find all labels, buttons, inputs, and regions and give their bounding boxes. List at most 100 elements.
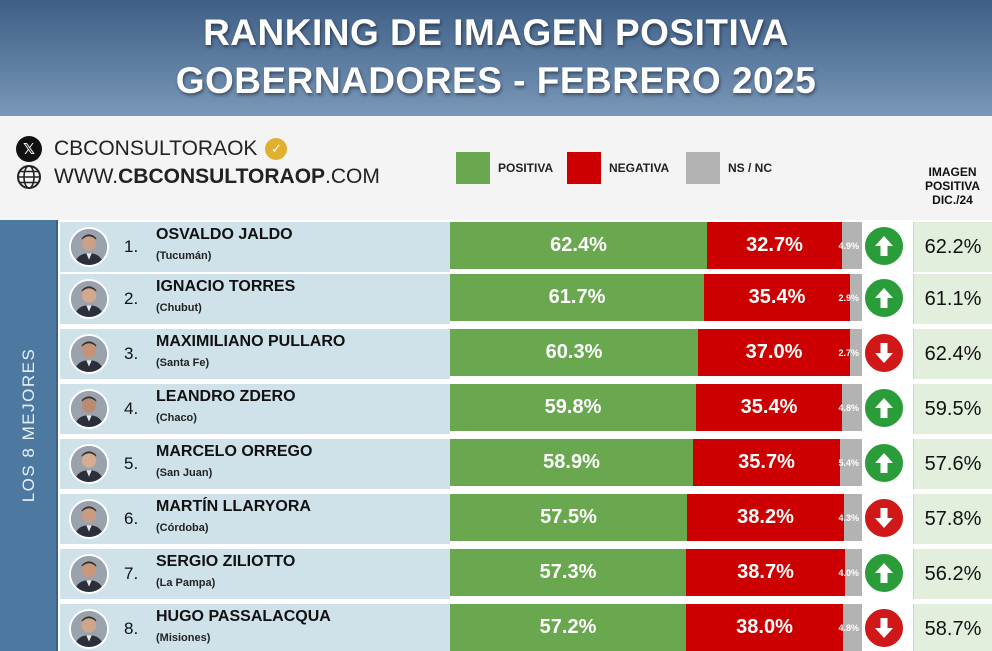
avatar xyxy=(69,334,109,374)
ranking-sidebar: LOS 8 MEJORES xyxy=(0,220,58,651)
bar-positiva: 61.7% xyxy=(450,274,704,321)
website-link[interactable]: WWW.CBCONSULTORAOP.COM xyxy=(54,165,380,188)
x-handle: CBCONSULTORAOK xyxy=(54,137,258,160)
bar-nsnc: 5.4% xyxy=(838,439,862,486)
rank-number: 1. xyxy=(124,237,139,256)
avatar xyxy=(69,279,109,319)
bar-label-nsnc: 5.4% xyxy=(838,457,859,468)
bar-label-negativa: 38.7% xyxy=(737,561,794,583)
previous-value: 56.2% xyxy=(913,549,992,599)
bar-negativa: 35.4% xyxy=(696,384,842,431)
previous-value: 62.2% xyxy=(913,222,992,272)
bar-positiva: 57.2% xyxy=(450,604,686,651)
table-row: 6. MARTÍN LLARYORA (Córdoba) 57.5% 38.2% 4.3%… xyxy=(60,494,992,544)
website-row: WWW.CBCONSULTORAOP.COM xyxy=(16,164,380,190)
avatar xyxy=(69,389,109,429)
table-row: 7. SERGIO ZILIOTTO (La Pampa) 57.3% 38.7% 4.0… xyxy=(60,549,992,599)
avatar xyxy=(69,609,109,649)
governor-cell: 8. HUGO PASSALACQUA (Misiones) xyxy=(60,604,450,651)
stacked-bar: 62.4% 32.7% 4.9% xyxy=(450,222,862,269)
legend-swatch-negativa xyxy=(567,152,601,184)
bar-label-positiva: 62.4% xyxy=(550,234,607,256)
arrow-down-icon xyxy=(863,332,905,374)
governor-name: MARCELO ORREGO xyxy=(156,443,313,460)
bar-positiva: 58.9% xyxy=(450,439,693,486)
bar-label-negativa: 38.0% xyxy=(736,616,793,638)
table-row: 4. LEANDRO ZDERO (Chaco) 59.8% 35.4% 4.8% 59.5… xyxy=(60,384,992,434)
bar-positiva: 62.4% xyxy=(450,222,707,269)
rank-number: 2. xyxy=(124,289,139,308)
governor-cell: 6. MARTÍN LLARYORA (Córdoba) xyxy=(60,494,450,544)
bar-negativa: 38.0% xyxy=(686,604,843,651)
avatar xyxy=(69,227,109,267)
bar-label-negativa: 37.0% xyxy=(745,341,803,363)
arrow-down-icon xyxy=(863,607,905,649)
bar-label-negativa: 32.7% xyxy=(746,234,803,256)
person-icon xyxy=(71,501,107,537)
person-icon xyxy=(71,281,107,317)
previous-value: 57.6% xyxy=(913,439,992,489)
arrow-up-icon xyxy=(863,442,905,484)
governor-name: HUGO PASSALACQUA xyxy=(156,608,331,625)
governor-name: MARTÍN LLARYORA xyxy=(156,498,311,515)
previous-value: 59.5% xyxy=(913,384,992,434)
stacked-bar: 60.3% 37.0% 2.7% xyxy=(450,329,862,376)
stacked-bar: 59.8% 35.4% 4.8% xyxy=(450,384,862,431)
legend-swatch-nsnc xyxy=(686,152,720,184)
bar-nsnc: 4.8% xyxy=(838,604,862,651)
bar-nsnc: 4.9% xyxy=(838,222,862,269)
bar-label-positiva: 57.2% xyxy=(539,616,597,638)
bar-negativa: 35.4% xyxy=(704,274,850,321)
previous-value: 57.8% xyxy=(913,494,992,544)
trend-cell xyxy=(863,552,907,596)
bar-label-nsnc: 2.7% xyxy=(838,347,859,358)
bar-positiva: 57.3% xyxy=(450,549,686,596)
rank-number: 3. xyxy=(124,344,139,363)
trend-cell xyxy=(863,332,907,376)
arrow-up-icon xyxy=(863,552,905,594)
trend-cell xyxy=(863,277,907,321)
province: (San Juan) xyxy=(156,467,213,479)
person-icon xyxy=(71,391,107,427)
bar-label-nsnc: 2.9% xyxy=(838,292,859,303)
bar-label-positiva: 57.3% xyxy=(539,561,597,583)
bar-label-positiva: 61.7% xyxy=(548,286,606,308)
rank-number: 4. xyxy=(124,399,139,418)
sidebar-label: LOS 8 MEJORES xyxy=(19,347,38,503)
rank-number: 5. xyxy=(124,454,139,473)
governor-name: LEANDRO ZDERO xyxy=(156,388,296,405)
trend-cell xyxy=(863,607,907,651)
bar-positiva: 60.3% xyxy=(450,329,698,376)
bar-nsnc: 4.3% xyxy=(838,494,862,541)
bar-label-positiva: 58.9% xyxy=(543,451,600,473)
bar-nsnc: 4.8% xyxy=(838,384,862,431)
page-header: RANKING DE IMAGEN POSITIVA GOBERNADORES … xyxy=(0,0,992,116)
province: (Chaco) xyxy=(156,412,197,424)
stacked-bar: 57.2% 38.0% 4.8% xyxy=(450,604,862,651)
governor-name: OSVALDO JALDO xyxy=(156,226,293,243)
title-line-2: GOBERNADORES - FEBRERO 2025 xyxy=(175,60,817,101)
previous-value: 62.4% xyxy=(913,329,992,379)
governor-name: SERGIO ZILIOTTO xyxy=(156,553,296,570)
legend-label-negativa: NEGATIVA xyxy=(609,161,670,175)
person-icon xyxy=(71,611,107,647)
verified-badge-icon: ✓ xyxy=(265,138,288,160)
bar-label-positiva: 57.5% xyxy=(540,506,597,528)
bar-label-negativa: 38.2% xyxy=(737,506,794,528)
province: (Córdoba) xyxy=(156,522,209,534)
stacked-bar: 57.5% 38.2% 4.3% xyxy=(450,494,862,541)
province: (Misiones) xyxy=(156,632,211,644)
bar-nsnc: 4.0% xyxy=(838,549,862,596)
x-logo-icon: 𝕏 xyxy=(16,136,42,162)
person-icon xyxy=(71,556,107,592)
bar-negativa: 38.2% xyxy=(687,494,844,541)
governor-cell: 1. OSVALDO JALDO (Tucumán) xyxy=(60,222,450,272)
legend-label-nsnc: NS / NC xyxy=(728,161,773,175)
x-handle-row: 𝕏 CBCONSULTORAOK ✓ xyxy=(16,136,288,162)
table-row: 8. HUGO PASSALACQUA (Misiones) 57.2% 38.0% 4.… xyxy=(60,604,992,651)
province: (La Pampa) xyxy=(156,577,216,589)
bar-positiva: 57.5% xyxy=(450,494,687,541)
avatar xyxy=(69,444,109,484)
previous-value: 61.1% xyxy=(913,274,992,324)
bar-negativa: 38.7% xyxy=(686,549,845,596)
